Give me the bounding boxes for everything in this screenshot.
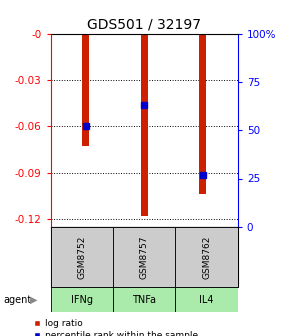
Title: GDS501 / 32197: GDS501 / 32197 (87, 17, 201, 31)
Text: IFNg: IFNg (71, 295, 93, 305)
Text: GSM8757: GSM8757 (140, 235, 149, 279)
Legend: log ratio, percentile rank within the sample: log ratio, percentile rank within the sa… (34, 319, 198, 336)
Bar (51, 227, 113, 287)
Bar (199, 34, 206, 194)
Text: GSM8752: GSM8752 (77, 235, 86, 279)
Text: TNFa: TNFa (132, 295, 156, 305)
Text: GSM8762: GSM8762 (202, 235, 211, 279)
Bar (82, 34, 89, 146)
Text: agent: agent (3, 295, 31, 305)
Text: IL4: IL4 (200, 295, 214, 305)
Bar (113, 227, 175, 287)
Bar (113, 287, 175, 312)
Bar (175, 287, 238, 312)
Text: ▶: ▶ (30, 295, 38, 305)
Bar (51, 287, 113, 312)
Bar (175, 227, 238, 287)
Bar (141, 34, 148, 216)
